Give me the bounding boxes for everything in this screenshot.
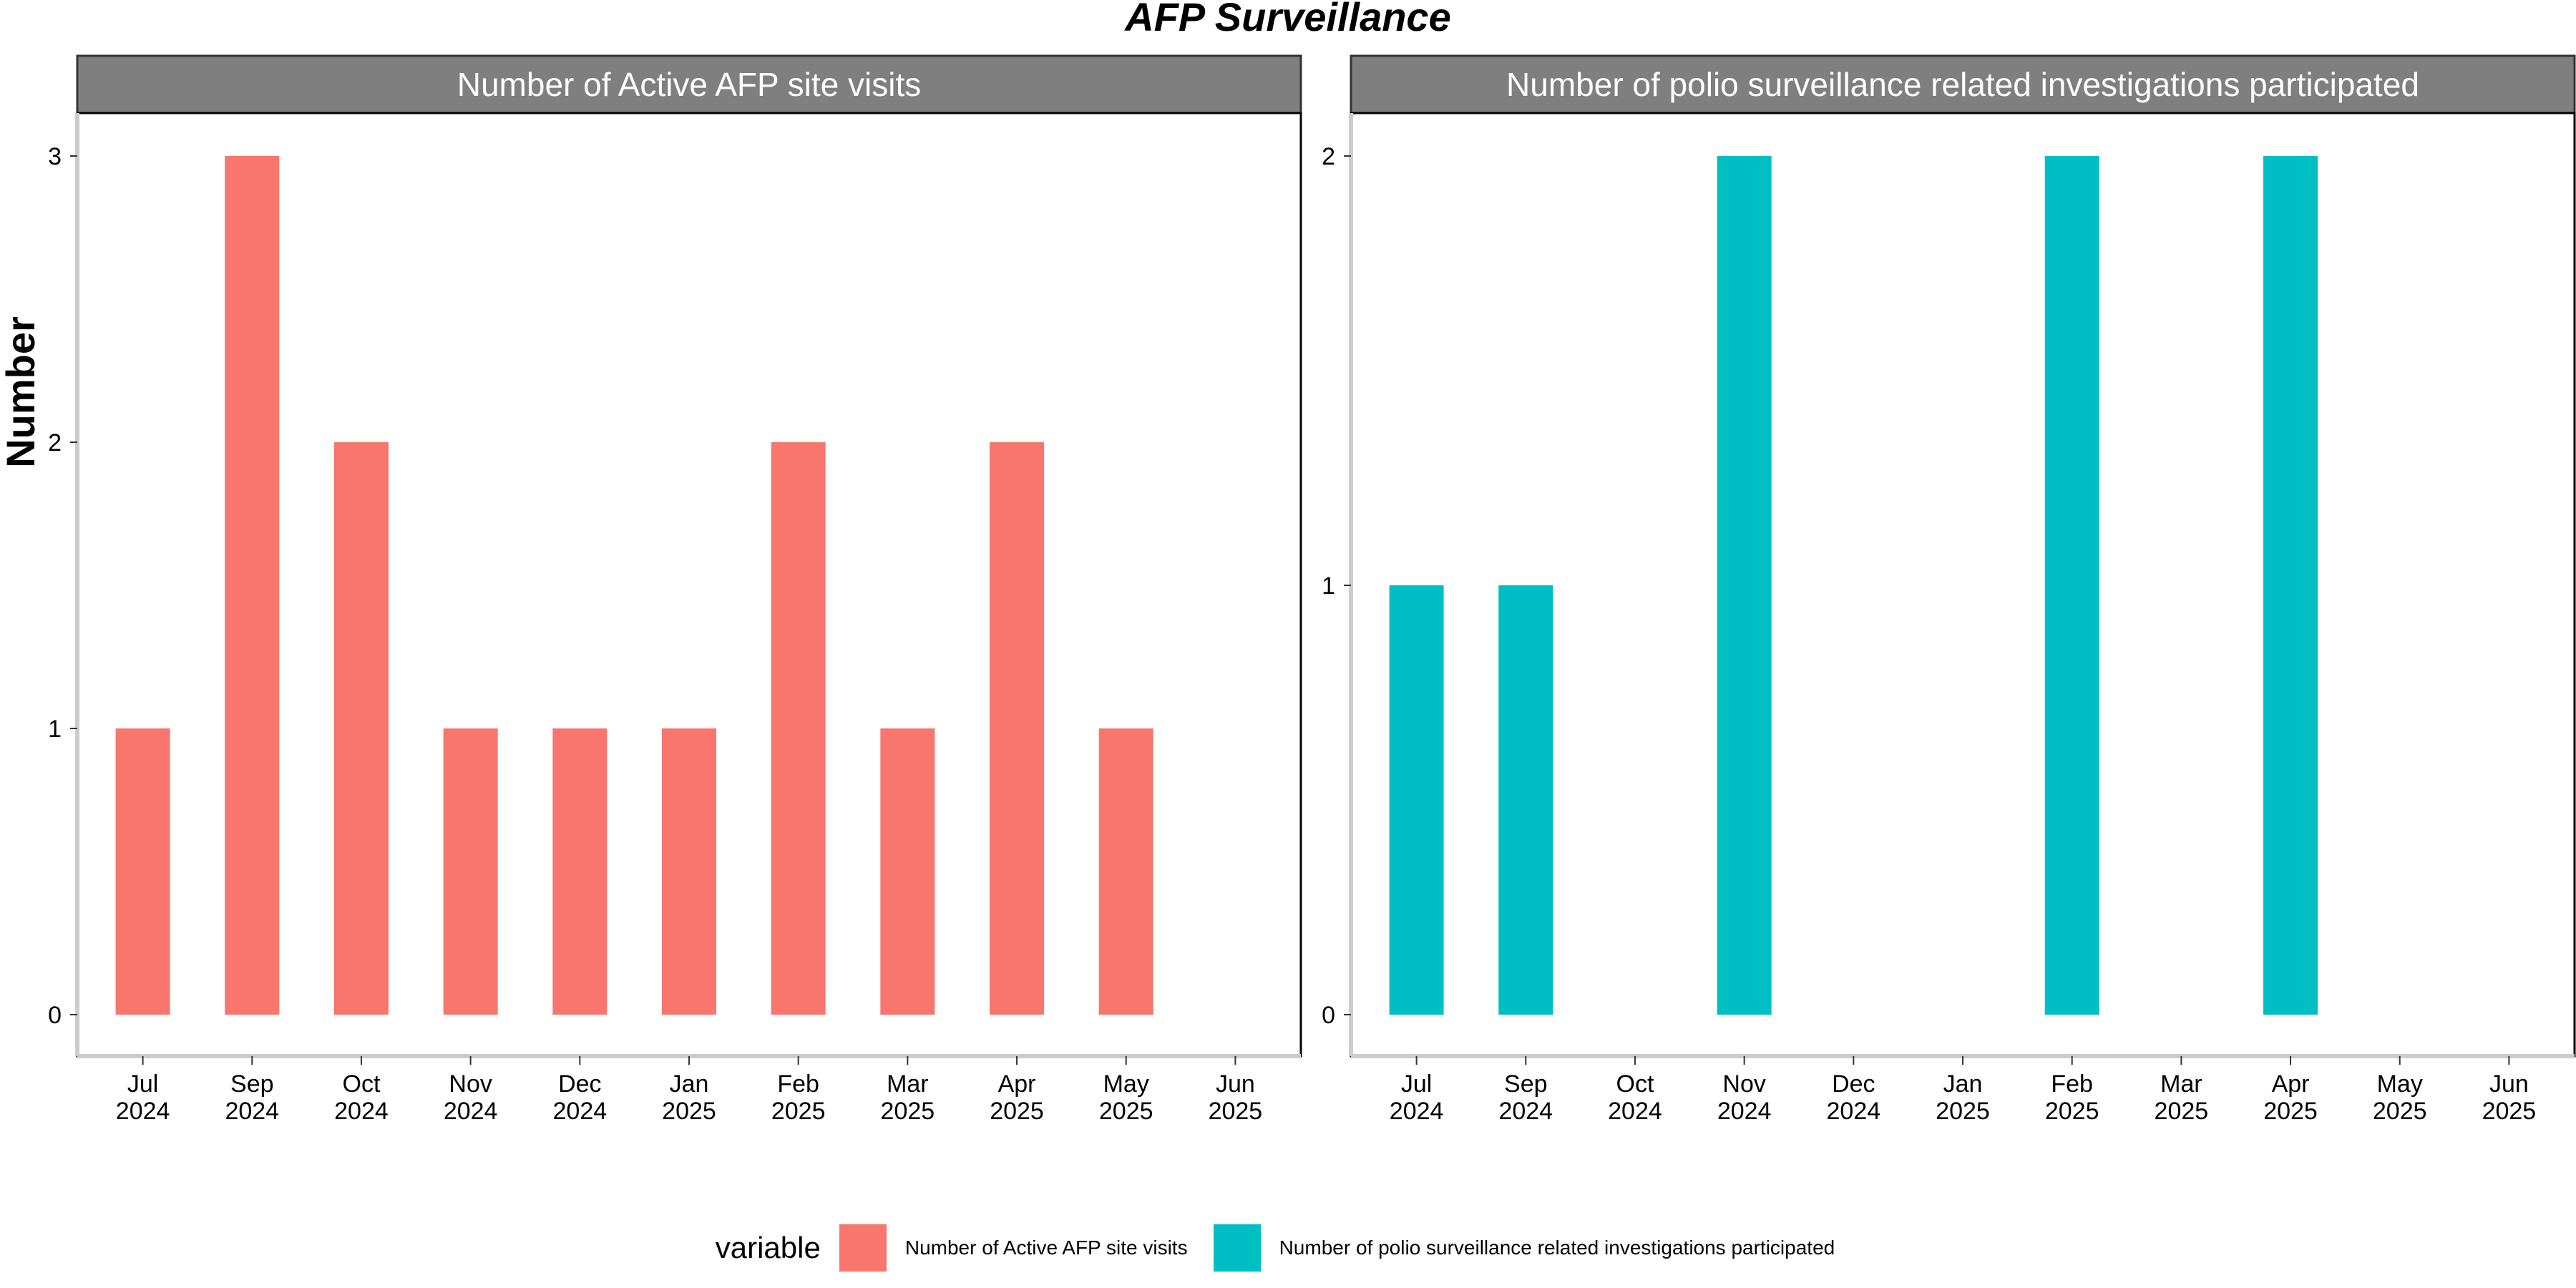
panel-1-x-tick-label-2: Sep 2024 [225,1070,279,1125]
panel-1-y-tick-label-2: 2 [48,429,62,457]
panel-2-x-tick-label-2: Sep 2024 [1498,1070,1553,1125]
panel-1-x-tick-label-5: Dec 2024 [553,1070,608,1125]
panel-1-bar-10 [1098,728,1153,1015]
legend-item-polio-investigations: Number of polio surveillance related inv… [1213,1224,1835,1272]
chart-area: Number Number of Active AFP site visits 0 1… [0,54,2576,1125]
panel-1-x-tick-label-9: Apr 2025 [990,1070,1044,1125]
panel-2-x-tick-label-5: Dec 2024 [1827,1070,1881,1125]
panel-2-x-tick-label-9: Apr 2025 [2263,1070,2318,1125]
panel-2-y-tick-label-0: 0 [1322,1002,1335,1029]
panel-2-x-tick-label-1: Jul 2024 [1390,1070,1444,1125]
chart-title: AFP Surveillance [1125,0,1451,39]
legend-key-afp-visits [839,1224,887,1272]
panel-1-strip-title: Number of Active AFP site visits [457,66,922,103]
legend-label-afp-visits: Number of Active AFP site visits [904,1236,1188,1259]
legend-title: variable [715,1231,821,1264]
panel-1-y-tick-label-3: 3 [48,143,62,170]
panel-2-x-tick-label-7: Feb 2025 [2045,1070,2099,1125]
panel-2-bar-9 [2263,156,2318,1015]
panel-1-y-tick-label-1: 1 [48,716,62,743]
panel-1-bar-6 [662,728,716,1015]
panel-2-bar-4 [1717,156,1772,1015]
panel-2-strip [1350,54,2576,114]
panel-2-bar-2 [1498,585,1553,1015]
panel-2-bar-1 [1389,585,1444,1015]
panel-1-bar-4 [443,728,498,1015]
legend-key-polio-investigations [1213,1224,1261,1272]
panel-2-x-tick-label-8: Mar 2025 [2155,1070,2209,1125]
legend-label-polio-investigations: Number of polio surveillance related inv… [1279,1236,1835,1259]
panel-1-y-tick-label-0: 0 [48,1002,62,1029]
panel-2-x-tick-label-11: Jun 2025 [2482,1070,2537,1125]
y-axis-title: Number [0,316,43,468]
panel-1-bar-8 [880,728,935,1015]
legend: variable Number of Active AFP site visit… [0,1216,2576,1279]
panel-1-x-tick-label-11: Jun 2025 [1209,1070,1263,1125]
panel-2-x-tick-label-10: May 2025 [2373,1070,2427,1125]
legend-item-afp-visits: Number of Active AFP site visits [839,1224,1188,1272]
panel-1-x-tick-label-4: Nov 2024 [444,1070,498,1125]
panel-2-y-tick-label-1: 1 [1322,572,1335,600]
panel-2-bar-7 [2044,156,2099,1015]
panel-1-bar-3 [333,442,389,1015]
panel-1-bar-5 [552,728,608,1015]
panel-1-x-tick-label-6: Jan 2025 [662,1070,716,1125]
panel-1-bar-2 [225,156,280,1015]
panel-1-x-tick-label-7: Feb 2025 [771,1070,826,1125]
panel-2-x-tick-label-3: Oct 2024 [1608,1070,1662,1125]
panel-2-x-tick-label-4: Nov 2024 [1717,1070,1772,1125]
panel-1-strip [76,54,1302,114]
panel-2-plot-border [1350,112,2576,1058]
panel-1-bar-7 [771,442,826,1015]
panel-2-x-tick-label-6: Jan 2025 [1936,1070,1990,1125]
panel-1-x-tick-label-3: Oct 2024 [334,1070,389,1125]
panel-2-y-tick-label-2: 2 [1322,143,1335,170]
panel-2-strip-title: Number of polio surveillance related inv… [1506,66,2419,103]
panel-1-x-tick-label-10: May 2025 [1099,1070,1153,1125]
panel-1-bar-9 [990,442,1045,1015]
panel-1-x-tick-label-8: Mar 2025 [881,1070,935,1125]
panel-1-bar-1 [115,728,170,1015]
panel-1-x-tick-label-1: Jul 2024 [116,1070,170,1125]
